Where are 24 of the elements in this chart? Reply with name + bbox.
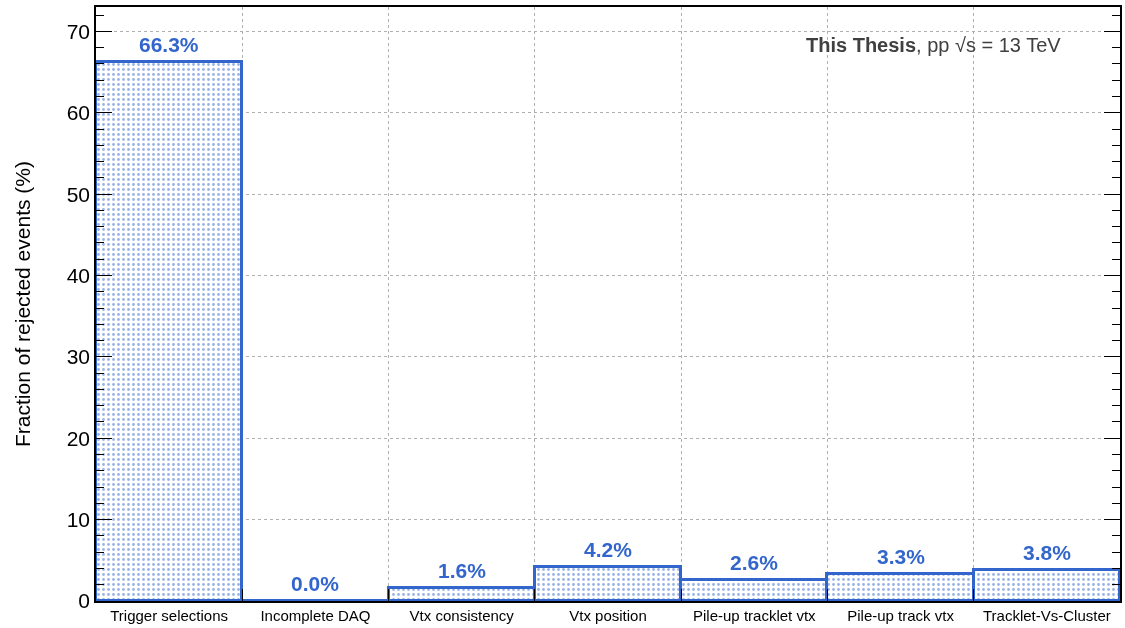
data-label: 1.6% <box>438 559 487 582</box>
data-label: 0.0% <box>291 572 340 595</box>
y-tick-label: 50 <box>66 182 91 206</box>
y-tick-label: 60 <box>66 101 91 125</box>
y-tick-label: 40 <box>66 263 91 287</box>
x-tick-label: Vtx consistency <box>409 606 515 624</box>
data-label: 66.3% <box>139 33 199 56</box>
y-tick-label: 0 <box>78 589 91 613</box>
x-tick-label: Trigger selections <box>110 606 229 624</box>
y-tick-label: 70 <box>66 19 91 43</box>
y-tick-label: 20 <box>66 426 91 450</box>
data-label: 3.3% <box>877 545 926 568</box>
x-tick-label: Vtx position <box>569 606 647 624</box>
x-tick-label: Incomplete DAQ <box>260 606 371 624</box>
annotation: This Thesis, pp √s = 13 TeV <box>806 34 1062 56</box>
x-tick-label: Pile-up track vtx <box>847 606 955 624</box>
y-axis-title: Fraction of rejected events (%) <box>11 161 35 447</box>
x-tick-label: Tracklet-Vs-Cluster <box>982 606 1111 624</box>
data-label: 4.2% <box>584 538 633 561</box>
y-tick-label: 10 <box>66 507 91 531</box>
data-label: 2.6% <box>730 551 779 574</box>
data-label: 3.8% <box>1023 541 1072 564</box>
y-tick-label: 30 <box>66 345 91 369</box>
x-tick-label: Pile-up tracklet vtx <box>693 606 817 624</box>
